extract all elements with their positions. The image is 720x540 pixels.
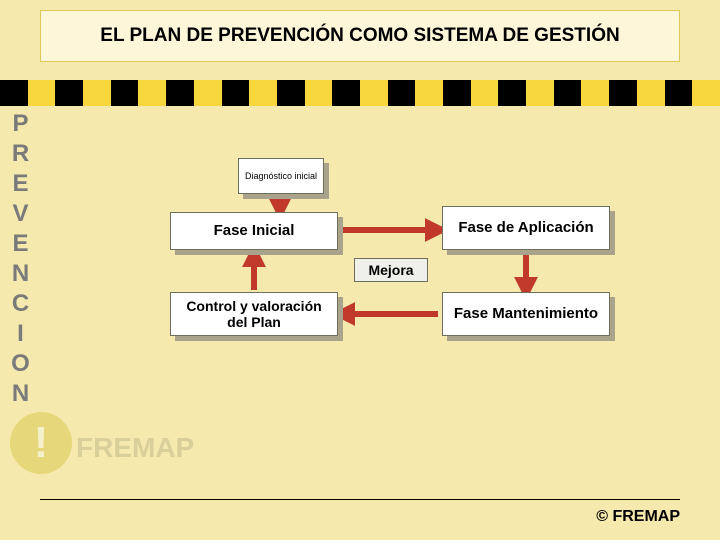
node-label-aplic: Fase de Aplicación: [458, 219, 593, 236]
node-label-inicial: Fase Inicial: [214, 222, 295, 239]
node-inicial: Fase Inicial: [170, 212, 338, 250]
slide: EL PLAN DE PREVENCIÓN COMO SISTEMA DE GE…: [0, 0, 720, 540]
node-label-diag: Diagnóstico inicial: [245, 171, 317, 181]
node-label-manten: Fase Mantenimiento: [454, 305, 598, 322]
hazard-stripe: [0, 80, 720, 106]
watermark-exclamation-icon: !: [10, 412, 72, 474]
bottom-divider: [40, 499, 680, 500]
flowchart-diagram: Diagnóstico inicial Fase Inicial Fase de A…: [130, 150, 660, 380]
node-manten: Fase Mantenimiento: [442, 292, 610, 336]
node-label-mejora: Mejora: [368, 262, 413, 278]
title-box: EL PLAN DE PREVENCIÓN COMO SISTEMA DE GE…: [40, 10, 680, 62]
watermark-logo: FREMAP: [76, 432, 194, 464]
node-control: Control y valoración del Plan: [170, 292, 338, 336]
node-aplic: Fase de Aplicación: [442, 206, 610, 250]
copyright-text: © FREMAP: [596, 508, 680, 526]
node-diag: Diagnóstico inicial: [238, 158, 324, 194]
sidebar-vertical-text: PREVENCION: [6, 110, 34, 410]
node-label-control: Control y valoración del Plan: [175, 298, 333, 330]
node-mejora: Mejora: [354, 258, 428, 282]
page-title: EL PLAN DE PREVENCIÓN COMO SISTEMA DE GE…: [100, 25, 619, 46]
